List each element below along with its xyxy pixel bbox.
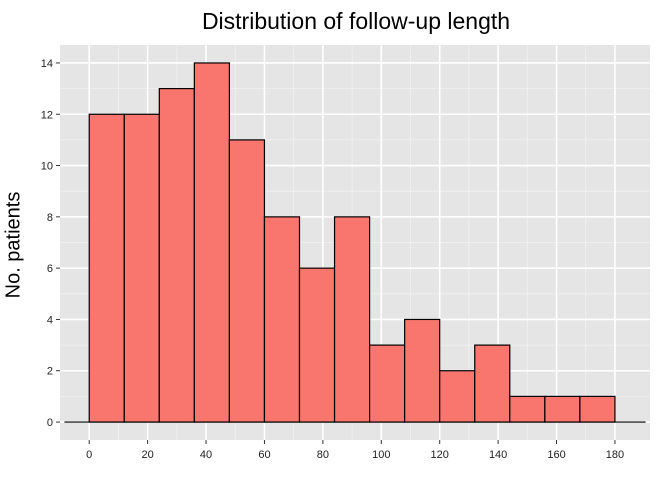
histogram-bar	[88, 113, 125, 423]
histogram-bar	[579, 395, 616, 423]
histogram-bar	[369, 344, 406, 423]
histogram-bar	[439, 370, 476, 423]
histogram-bar	[298, 267, 336, 423]
histogram-bar	[509, 395, 546, 423]
histogram-bar	[474, 344, 511, 423]
histogram-bar	[228, 139, 266, 423]
x-tick-label: 100	[372, 449, 390, 461]
histogram-bar	[544, 395, 581, 423]
histogram-bar	[333, 216, 371, 423]
y-tick-label: 14	[41, 58, 53, 70]
y-tick-label: 8	[47, 212, 53, 224]
y-tick-label: 4	[47, 314, 53, 326]
x-tick-label: 160	[547, 449, 565, 461]
x-tick-label: 140	[489, 449, 507, 461]
y-tick-label: 12	[41, 109, 53, 121]
y-tick-label: 0	[47, 417, 53, 429]
x-tick-label: 0	[86, 449, 92, 461]
x-tick-label: 60	[258, 449, 270, 461]
y-tick-label: 10	[41, 161, 53, 173]
x-tick-label: 20	[141, 449, 153, 461]
y-tick-label: 6	[47, 263, 53, 275]
histogram-bar	[123, 113, 160, 423]
histogram-bar	[404, 318, 441, 423]
histogram-bar	[263, 216, 301, 423]
x-tick-label: 180	[606, 449, 624, 461]
histogram-bar	[158, 88, 195, 423]
x-tick-label: 80	[317, 449, 329, 461]
chart-title: Distribution of follow-up length	[201, 8, 511, 34]
x-tick-label: 40	[200, 449, 212, 461]
x-tick-label: 120	[431, 449, 449, 461]
y-tick-label: 2	[47, 366, 53, 378]
histogram-bar	[193, 62, 231, 423]
